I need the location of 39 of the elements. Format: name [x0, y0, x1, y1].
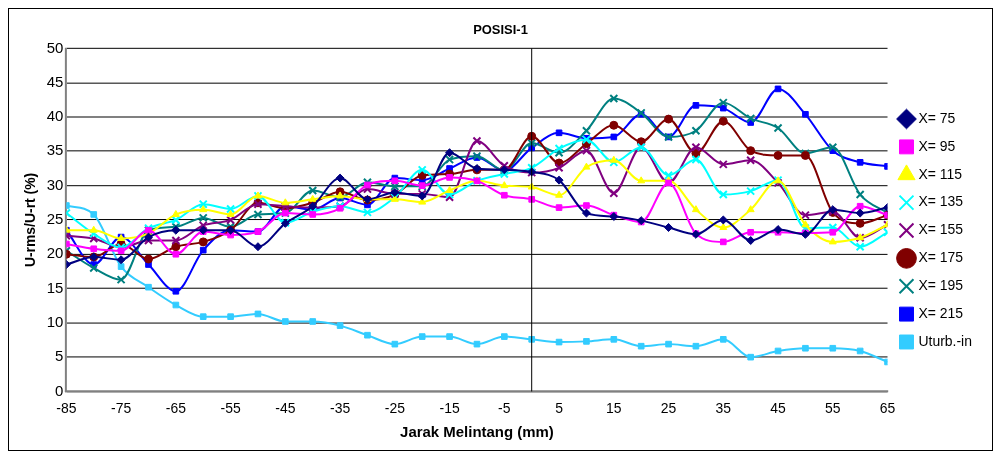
x-tick-label: -55 [220, 399, 241, 416]
y-tick-label: 15 [46, 278, 64, 296]
y-axis-title: U-rms/U-rt (%) [22, 172, 39, 268]
y-tick-label: 5 [55, 347, 64, 365]
y-tick-label: 35 [46, 141, 64, 159]
x-tick-label: -25 [384, 399, 406, 416]
y-tick-label: 30 [46, 175, 64, 193]
x-tick-label: -75 [111, 399, 132, 416]
x-tick-label: 15 [606, 399, 622, 416]
y-tick-label: 10 [46, 313, 64, 330]
x-tick-label: 55 [825, 399, 841, 416]
chart-title: POSISI-1 [473, 22, 528, 38]
y-tick-label: 25 [46, 210, 64, 228]
x-tick-label: 25 [660, 399, 677, 416]
legend-label: X= 175 [918, 249, 964, 266]
x-tick-label: -65 [165, 399, 187, 416]
legend-label: X= 155 [918, 221, 964, 238]
x-tick-label: 35 [715, 399, 732, 416]
x-tick-label: -85 [56, 399, 77, 416]
y-tick-label: 0 [55, 381, 64, 399]
x-tick-label: -5 [498, 399, 511, 416]
legend-label: X= 115 [918, 165, 963, 182]
legend-label: X= 195 [918, 277, 964, 294]
x-tick-label: -35 [330, 399, 351, 416]
x-tick-label: -15 [439, 399, 460, 416]
legend-label: X= 215 [918, 304, 964, 321]
legend-label: X= 75 [918, 109, 956, 126]
y-tick-label: 50 [46, 38, 64, 56]
y-tick-label: 40 [46, 107, 64, 125]
legend-label: X= 135 [918, 193, 964, 210]
y-tick-label: 20 [46, 244, 64, 262]
legend-label: Uturb.-in [918, 332, 972, 349]
x-tick-label: -45 [275, 399, 296, 416]
y-tick-label: 45 [46, 72, 64, 90]
x-tick-label: 5 [555, 399, 564, 416]
x-axis-title: Jarak Melintang (mm) [400, 423, 554, 441]
x-tick-label: 45 [770, 399, 787, 416]
legend-label: X= 95 [918, 137, 956, 154]
x-tick-label: 65 [879, 399, 896, 416]
